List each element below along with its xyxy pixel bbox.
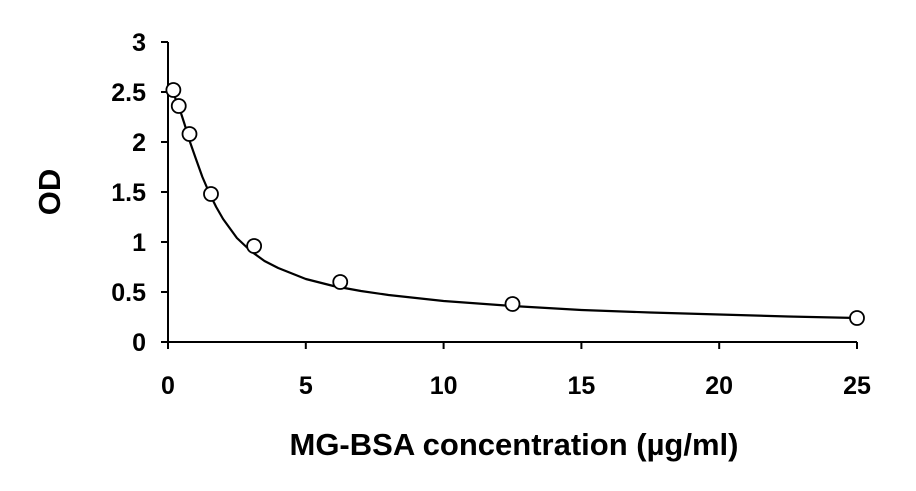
x-tick-label: 20 [705, 372, 733, 400]
data-point [332, 274, 349, 290]
data-point [170, 98, 187, 114]
x-tick-label: 25 [843, 372, 871, 400]
y-tick-label: 2.5 [111, 79, 146, 107]
x-tick-labels: 0 5 10 15 20 25 [161, 372, 871, 400]
y-tick-label: 3 [132, 29, 146, 57]
y-tick-label: 0.5 [111, 279, 146, 307]
data-point [165, 82, 182, 98]
y-tick-labels: 0 0.5 1 1.5 2 2.5 3 [111, 29, 146, 357]
axes [161, 41, 858, 349]
fit-curve-group [167, 89, 858, 320]
x-tick-label: 15 [567, 372, 595, 400]
data-point [504, 296, 521, 312]
fit-curve [167, 89, 858, 320]
data-point [246, 238, 263, 254]
y-tick-label: 1.5 [111, 179, 146, 207]
x-axis-title: MG-BSA concentration (µg/ml) [290, 427, 739, 462]
data-point [849, 310, 865, 326]
y-tick-label: 1 [132, 229, 146, 257]
data-point [181, 126, 198, 142]
x-tick-label: 10 [430, 372, 458, 400]
data-points [165, 82, 865, 326]
y-axis-title: OD [32, 169, 67, 216]
data-point [203, 186, 219, 202]
x-tick-label: 5 [299, 372, 313, 400]
y-tick-label: 0 [132, 329, 146, 357]
y-tick-label: 2 [132, 129, 146, 157]
x-tick-label: 0 [161, 372, 175, 400]
